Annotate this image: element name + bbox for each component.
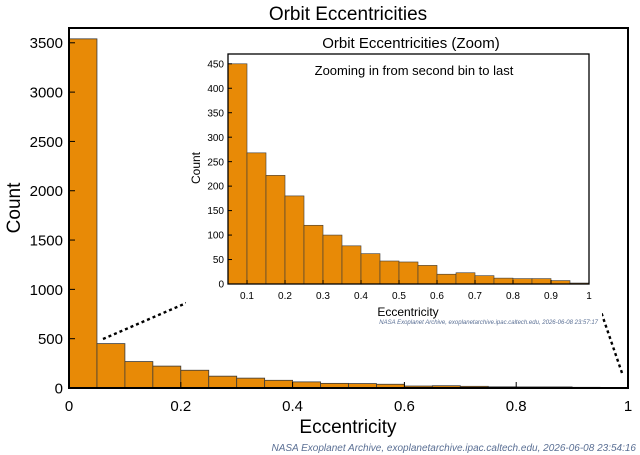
inset-x-tick-label: 1 <box>586 291 592 302</box>
inset-y-tick-label: 400 <box>207 84 224 95</box>
main-plot-frame <box>68 27 629 389</box>
main-y-tick-label: 0 <box>55 380 63 397</box>
main-bar <box>180 369 210 389</box>
inset-x-tick-label: 0.4 <box>354 291 368 302</box>
main-title: Orbit Eccentricities <box>269 4 427 25</box>
main-y-tick-label: 1500 <box>30 232 63 249</box>
inset-y-tick-label: 50 <box>213 255 225 266</box>
main-x-tick-label: 1 <box>624 398 632 415</box>
inset-bar <box>360 253 381 285</box>
inset-x-tick-label: 0.2 <box>278 291 292 302</box>
main-x-tick-label: 0.6 <box>394 398 415 415</box>
inset-x-tick-label: 0.5 <box>392 291 406 302</box>
main-bar <box>68 38 98 389</box>
main-bar <box>264 379 293 389</box>
inset-bar <box>455 272 476 285</box>
inset-bar <box>493 277 514 285</box>
main-bar <box>236 377 266 389</box>
main-y-tick-label: 500 <box>38 331 63 348</box>
inset-bar <box>322 234 343 285</box>
inset-bar <box>436 273 457 285</box>
inset-y-tick-label: 0 <box>218 280 224 291</box>
inset-bar <box>227 63 248 285</box>
inset-x-tick-label: 0.8 <box>506 291 520 302</box>
inset-bar <box>303 224 324 285</box>
inset-bar <box>265 175 286 285</box>
inset-bar <box>246 152 267 285</box>
main-x-tick-label: 0.4 <box>282 398 303 415</box>
inset-title: Orbit Eccentricities (Zoom) <box>322 35 500 52</box>
main-y-tick-label: 3000 <box>30 85 63 102</box>
main-credit: NASA Exoplanet Archive, exoplanetarchive… <box>272 443 637 454</box>
main-bar <box>124 361 154 389</box>
inset-x-tick-label: 0.1 <box>240 291 254 302</box>
inset-bar <box>379 260 400 285</box>
inset-y-tick-label: 350 <box>207 108 224 119</box>
inset-y-tick-label: 100 <box>207 231 224 242</box>
inset-y-axis-label: Count <box>189 151 203 184</box>
inset-bar <box>512 278 533 285</box>
main-y-axis-label: Count <box>4 182 25 233</box>
inset-x-tick-label: 0.6 <box>430 291 444 302</box>
main-y-tick-label: 1000 <box>30 282 63 299</box>
main-y-tick-label: 3500 <box>30 35 63 52</box>
inset-x-tick-label: 0.3 <box>316 291 330 302</box>
main-bar <box>96 343 126 389</box>
zoom-connector-right <box>595 299 624 374</box>
main-bar <box>208 375 238 389</box>
zoom-connector-left <box>102 283 229 341</box>
main-x-tick-label: 0.8 <box>506 398 527 415</box>
inset-x-axis-label: Eccentricity <box>377 305 438 319</box>
inset-x-tick-label: 0.7 <box>468 291 482 302</box>
main-bars <box>68 38 629 389</box>
inset-credit: NASA Exoplanet Archive, exoplanetarchive… <box>379 320 598 326</box>
inset-y-tick-label: 300 <box>207 133 224 144</box>
main-bar <box>152 365 182 389</box>
main-y-tick-label: 2000 <box>30 183 63 200</box>
inset-bars <box>227 63 590 285</box>
inset-x-tick-label: 0.9 <box>544 291 558 302</box>
inset-ticks: 0.1 0.2 0.3 0.4 0.5 0.6 0.7 0.8 0.9 1 0 50 100 150 200… <box>207 59 592 302</box>
main-x-tick-label: 0.2 <box>170 398 191 415</box>
inset-bar <box>398 261 419 285</box>
main-x-axis-label: Eccentricity <box>299 417 397 438</box>
inset-y-tick-label: 450 <box>207 59 224 70</box>
inset-subtitle: Zooming in from second bin to last <box>315 63 514 78</box>
inset-bar <box>341 245 362 285</box>
inset-bar <box>417 265 438 285</box>
main-ticks: 0 0.2 0.4 0.6 0.8 105001000150020002500300035… <box>30 35 633 415</box>
inset-bar <box>531 278 552 285</box>
inset-plot-frame <box>227 53 590 285</box>
inset-y-tick-label: 250 <box>207 157 224 168</box>
inset-bar <box>474 275 495 285</box>
inset-y-tick-label: 150 <box>207 206 224 217</box>
inset-bar <box>284 195 305 285</box>
main-x-tick-label: 0 <box>65 398 73 415</box>
inset-y-tick-label: 200 <box>207 182 224 193</box>
main-y-tick-label: 2500 <box>30 134 63 151</box>
